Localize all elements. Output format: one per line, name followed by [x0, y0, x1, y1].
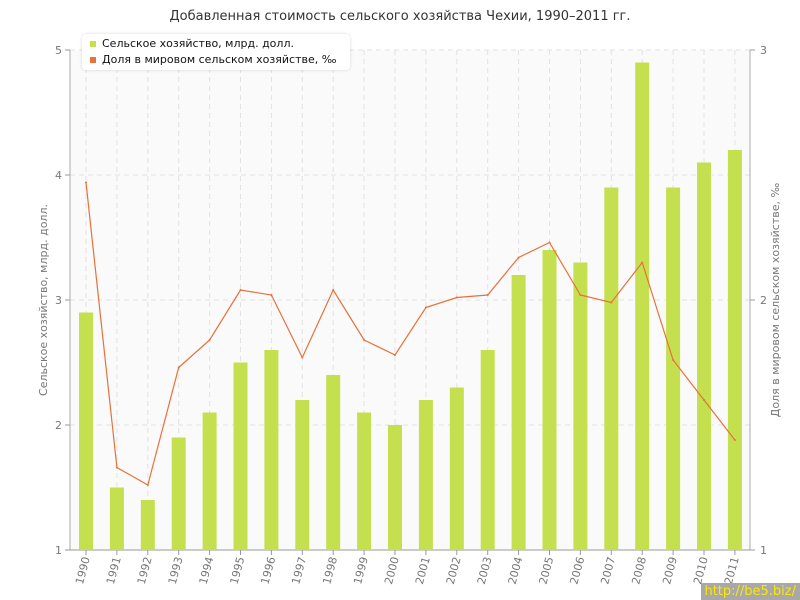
bar [604, 187, 619, 550]
x-tick-label: 2004 [506, 555, 526, 585]
y2-tick-label: 3 [760, 44, 767, 57]
bar [697, 162, 711, 550]
legend-label: Доля в мировом сельском хозяйстве, ‰ [102, 53, 337, 66]
bar [449, 387, 464, 550]
x-tick-label: 2009 [660, 555, 680, 585]
line-point [517, 256, 520, 259]
line-point [672, 359, 675, 361]
legend-swatch [90, 57, 96, 63]
bar [727, 150, 742, 550]
legend-item-line[interactable]: Доля в мировом сельском хозяйстве, ‰ [90, 53, 336, 67]
bar [264, 350, 279, 550]
line-point [579, 294, 582, 296]
bar [573, 262, 588, 550]
x-tick-label: 1998 [320, 555, 340, 585]
x-tick-label: 1992 [135, 555, 155, 585]
line-point [424, 306, 427, 309]
x-tick-label: 1990 [73, 555, 93, 585]
line-point [177, 366, 180, 369]
bar [233, 362, 248, 550]
line-point [548, 241, 551, 244]
x-tick-label: 2001 [413, 555, 433, 585]
bar [202, 412, 217, 550]
y-tick-label: 4 [55, 169, 62, 182]
bar [511, 275, 526, 550]
line-point [703, 399, 705, 401]
line-point [85, 181, 87, 184]
x-tick-label: 2000 [382, 555, 402, 585]
line-point [455, 296, 458, 299]
bar [480, 350, 495, 550]
legend-swatch [90, 41, 96, 47]
bar [79, 312, 93, 550]
bar [542, 250, 557, 550]
bar [140, 500, 155, 550]
watermark: http://be5.biz/ [701, 583, 800, 600]
line-point [641, 261, 644, 264]
x-tick-label: 2010 [691, 555, 711, 585]
line-point [270, 294, 273, 296]
bar [171, 437, 186, 550]
x-tick-label: 1993 [166, 555, 186, 585]
y2-tick-label: 2 [760, 294, 767, 307]
bar [326, 375, 341, 550]
x-tick-label: 2003 [475, 555, 495, 585]
x-tick-label: 1997 [289, 555, 309, 585]
line-point [301, 356, 304, 359]
bar [109, 487, 124, 550]
line-point [486, 294, 489, 296]
line-point [239, 289, 242, 291]
bar [295, 400, 310, 550]
x-tick-label: 1991 [104, 555, 124, 585]
line-point [332, 289, 335, 291]
x-tick-label: 2005 [537, 555, 557, 585]
line-point [115, 466, 118, 469]
y-tick-label: 1 [55, 544, 62, 557]
x-tick-label: 1996 [258, 555, 278, 585]
y-axis-label: Сельское хозяйство, млрд. долл. [37, 204, 50, 396]
legend-item-bars[interactable]: Сельское хозяйство, млрд. долл. [90, 37, 294, 51]
line-point [394, 354, 396, 356]
bar [388, 425, 402, 550]
x-tick-label: 1995 [228, 555, 248, 585]
x-tick-label: 2011 [722, 555, 742, 585]
x-tick-label: 1999 [351, 555, 371, 585]
bar [357, 412, 372, 550]
bar [635, 62, 650, 550]
line-series [85, 182, 736, 486]
legend: Сельское хозяйство, млрд. долл. Доля в м… [82, 34, 350, 70]
line-point [363, 339, 366, 341]
line-point [610, 301, 613, 304]
y2-axis-label: Доля в мировом сельском хозяйстве, ‰ [769, 183, 782, 418]
y-tick-label: 3 [55, 294, 62, 307]
chart-title: Добавленная стоимость сельского хозяйств… [169, 9, 631, 24]
y-tick-label: 5 [55, 44, 62, 57]
x-tick-label: 2008 [629, 555, 649, 585]
legend-label: Сельское хозяйство, млрд. долл. [102, 37, 294, 50]
x-tick-label: 2006 [567, 555, 587, 585]
line-point [146, 484, 149, 486]
bar [418, 400, 433, 550]
x-tick-label: 2002 [444, 555, 464, 585]
line-point [733, 439, 736, 441]
y-tick-label: 2 [55, 419, 62, 432]
x-tick-label: 1994 [197, 555, 217, 585]
x-tick-label: 2007 [598, 555, 618, 585]
y2-tick-label: 1 [760, 544, 767, 557]
line-point [208, 339, 211, 341]
bar [666, 187, 681, 550]
